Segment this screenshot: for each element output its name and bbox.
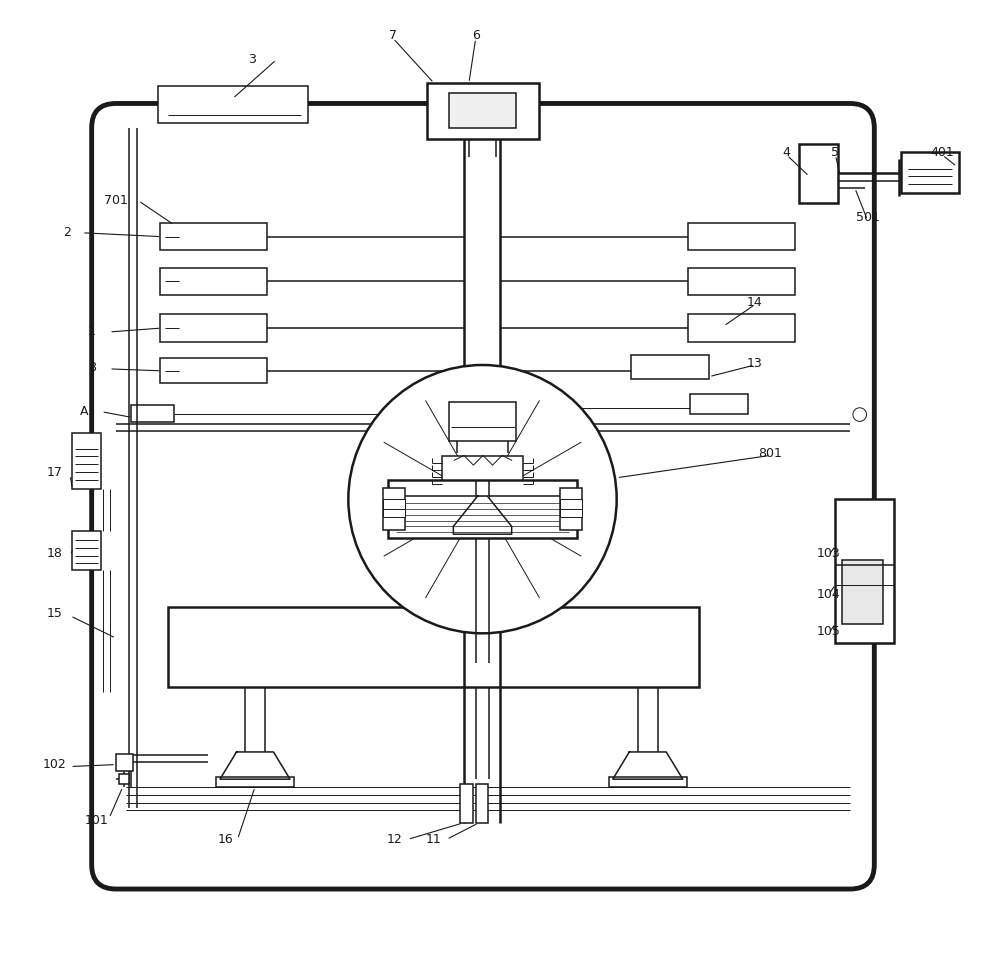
Bar (560, 488, 582, 530)
Bar (476, 784, 488, 823)
Bar (388, 480, 577, 538)
Text: 15: 15 (47, 607, 63, 620)
Text: 13: 13 (747, 357, 763, 370)
Bar (158, 86, 308, 123)
Text: 103: 103 (817, 547, 840, 560)
Bar (688, 268, 795, 295)
Circle shape (853, 408, 867, 421)
Polygon shape (453, 496, 512, 534)
Text: 104: 104 (817, 588, 840, 601)
Polygon shape (613, 752, 683, 779)
Text: 1: 1 (88, 326, 96, 338)
Text: 8: 8 (88, 362, 96, 374)
Bar (688, 315, 795, 341)
Bar (449, 402, 516, 441)
Bar (72, 531, 101, 570)
Text: 18: 18 (47, 547, 63, 560)
Bar (131, 405, 174, 422)
Bar (160, 315, 267, 341)
Bar (160, 358, 267, 383)
Bar (631, 355, 709, 378)
Bar (560, 499, 582, 517)
Text: 101: 101 (85, 813, 108, 827)
Bar (835, 499, 894, 644)
Bar (116, 754, 133, 771)
FancyBboxPatch shape (92, 103, 874, 889)
Bar (383, 499, 405, 517)
Bar (842, 561, 883, 624)
Text: 401: 401 (930, 145, 954, 159)
Text: 12: 12 (387, 833, 403, 846)
Text: 2: 2 (63, 226, 71, 239)
Text: 11: 11 (426, 833, 442, 846)
Bar (609, 777, 687, 787)
Text: 102: 102 (43, 759, 67, 771)
Text: 7: 7 (389, 29, 397, 42)
Bar (690, 394, 748, 413)
Text: 5: 5 (831, 145, 839, 159)
Bar (427, 83, 539, 139)
Text: 6: 6 (472, 29, 480, 42)
Text: 105: 105 (817, 625, 841, 638)
Text: 16: 16 (218, 833, 234, 846)
Bar (799, 144, 838, 203)
Polygon shape (220, 752, 290, 779)
Text: 17: 17 (47, 466, 63, 480)
Text: A: A (80, 406, 88, 418)
Text: 14: 14 (747, 296, 763, 309)
Text: 4: 4 (783, 145, 791, 159)
Text: 501: 501 (856, 211, 879, 223)
Circle shape (348, 365, 617, 634)
Bar (460, 784, 473, 823)
Bar (383, 488, 405, 530)
Bar (449, 93, 516, 128)
Bar (901, 152, 959, 193)
Text: 3: 3 (248, 54, 256, 66)
Bar (216, 777, 294, 787)
Bar (160, 223, 267, 251)
Bar (160, 268, 267, 295)
Bar (688, 223, 795, 251)
Text: 801: 801 (758, 447, 782, 460)
Bar (72, 433, 101, 489)
Bar (119, 774, 129, 784)
Bar (442, 456, 523, 488)
Bar (168, 607, 699, 686)
Text: 701: 701 (104, 194, 128, 208)
